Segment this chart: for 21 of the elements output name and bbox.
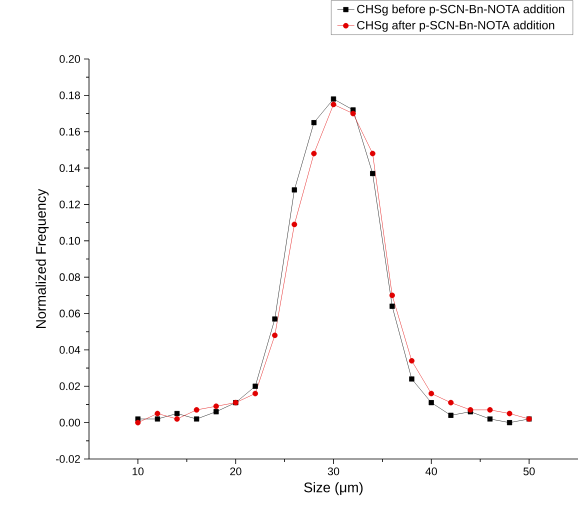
y-tick-label: 0.06 [60, 310, 80, 318]
y-tick-label: 0.18 [60, 91, 80, 100]
legend-label: CHSg before p-SCN-Bn-NOTA addition [357, 4, 564, 16]
legend-label: CHSg after p-SCN-Bn-NOTA addition [357, 20, 554, 32]
x-tick-label: 40 [425, 468, 437, 476]
y-tick-label: 0.08 [60, 273, 80, 282]
y-axis-title: Normalized Frequency [36, 188, 49, 328]
x-tick-label: 20 [230, 468, 242, 476]
x-axis-title: Size (μm) [304, 482, 363, 496]
y-tick-label: 0.04 [60, 346, 80, 354]
y-tick-label: 0.20 [60, 55, 80, 63]
y-tick-label: 0.12 [60, 200, 80, 208]
y-tick-label: 0.00 [60, 418, 80, 427]
x-tick-label: 30 [328, 468, 340, 476]
x-tick-label: 50 [523, 468, 535, 476]
y-tick-label: 0.10 [60, 236, 80, 245]
y-tick-label: -0.02 [56, 455, 80, 463]
y-tick-label: 0.02 [60, 382, 80, 390]
y-tick-label: 0.16 [60, 128, 80, 136]
y-tick-label: 0.14 [60, 164, 80, 172]
x-tick-label: 10 [132, 468, 144, 476]
